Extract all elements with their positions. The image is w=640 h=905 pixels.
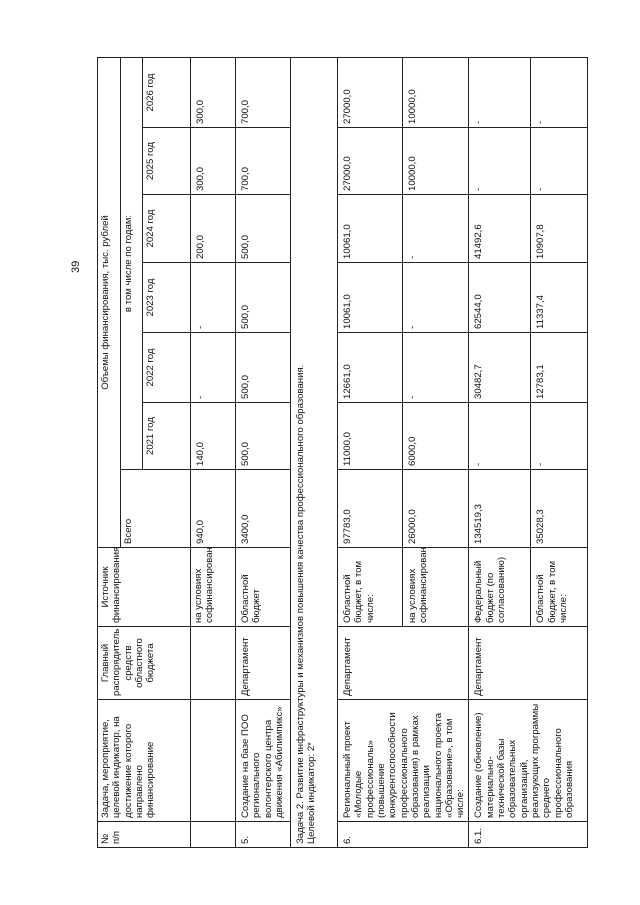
cell-task: Создание (обновление) материально-технич… [468, 699, 588, 822]
cell-value: - [468, 402, 531, 470]
cell-value: - [190, 262, 236, 333]
cell-value: 500,0 [235, 332, 291, 403]
cell-value: 27000,0 [337, 127, 403, 195]
cell-source: Федеральный бюджет (по согласованию) [468, 547, 531, 627]
header-year: 2022 год [142, 332, 191, 403]
cell-source: Областной бюджет, в том числе: [337, 547, 403, 627]
cell-value: 12783,1 [530, 332, 588, 403]
header-by-years: в том числе по годам: [120, 57, 143, 470]
page-number: 39 [70, 260, 82, 273]
cell-num: 6. [337, 821, 469, 848]
cell-value: 500,0 [235, 402, 291, 470]
header-year: 2026 год [142, 57, 191, 128]
cell-value: 30482,7 [468, 332, 531, 403]
cell-value: 10000,0 [402, 127, 469, 195]
cell-value: - [530, 127, 588, 195]
task-row: Задача 2. Развитие инфраструктуры и меха… [290, 57, 338, 848]
cell-value: - [468, 127, 531, 195]
cell-value: - [530, 402, 588, 470]
header-year: 2024 год [142, 194, 191, 263]
header-total: Всего [120, 469, 191, 548]
cell-value: 500,0 [235, 194, 291, 263]
cell-total: 940,0 [190, 469, 236, 548]
cell-value: 10061,0 [337, 262, 403, 333]
table-row: 6.1. Создание (обновление) материально-т… [468, 57, 588, 848]
header-year: 2023 год [142, 262, 191, 333]
cell-value: 140,0 [190, 402, 236, 470]
task-2-indicator: Целевой индикатор: 2* [306, 742, 318, 844]
cell-value: 41492,6 [468, 194, 531, 263]
cell-num: 5. [235, 821, 291, 848]
cell-task: Создание на базе ПОО регионального волон… [235, 699, 291, 822]
financing-table: № п/п Задача, мероприятие, целевой индик… [97, 57, 588, 848]
header-task: Задача, мероприятие, целевой индикатор, … [97, 699, 191, 822]
cell-manager: Департамент [468, 626, 588, 700]
cell-value: 12661,0 [337, 332, 403, 403]
cell-value: 11000,0 [337, 402, 403, 470]
header-volumes: Объемы финансирования, тыс. рублей [97, 57, 121, 548]
cell-value: 10000,0 [402, 57, 469, 128]
cell-value: 62544,0 [468, 262, 531, 333]
header-num: № п/п [97, 821, 191, 848]
header-year: 2025 год [142, 127, 191, 195]
table-row: 5. Создание на базе ПОО регионального во… [235, 57, 291, 848]
cell-value: 6000,0 [402, 402, 469, 470]
cell-value: - [530, 57, 588, 128]
cell-value: 700,0 [235, 57, 291, 128]
cell-source: на условиях софинансирования [402, 547, 469, 627]
cell-value: - [402, 194, 469, 263]
cell-value: - [468, 57, 531, 128]
cell-source: Областной бюджет, в том числе: [530, 547, 588, 627]
cell-value: 700,0 [235, 127, 291, 195]
cell-total: 134519,3 [468, 469, 531, 548]
cell-value: 10907,8 [530, 194, 588, 263]
cell-source: на условиях софинансирования [190, 547, 236, 627]
table-row: на условиях софинансирования 940,0 140,0… [190, 57, 236, 848]
cell-manager: Департамент [235, 626, 291, 700]
header-year: 2021 год [142, 402, 191, 470]
task-2-title: Задача 2. Развитие инфраструктуры и меха… [295, 364, 306, 844]
cell-value: 10061,0 [337, 194, 403, 263]
cell-task: Региональный проект «Молодые профессиона… [337, 699, 469, 822]
cell-value: 200,0 [190, 194, 236, 263]
cell-value: 500,0 [235, 262, 291, 333]
cell-task [190, 699, 236, 822]
table-row: 6. Региональный проект «Молодые професси… [337, 57, 469, 848]
header-source: Источник финансирования [97, 547, 191, 627]
cell-manager [190, 626, 236, 700]
cell-num [190, 821, 236, 848]
task-2-heading: Задача 2. Развитие инфраструктуры и меха… [290, 57, 338, 848]
cell-source: Областной бюджет [235, 547, 291, 627]
cell-total: 3400,0 [235, 469, 291, 548]
cell-value: - [402, 262, 469, 333]
cell-value: 11337,4 [530, 262, 588, 333]
cell-value: - [190, 332, 236, 403]
header-manager: Главный распорядитель средств областного… [97, 626, 191, 700]
cell-value: 300,0 [190, 57, 236, 128]
cell-total: 97783,0 [337, 469, 403, 548]
cell-total: 26000,0 [402, 469, 469, 548]
cell-value: 300,0 [190, 127, 236, 195]
cell-value: 27000,0 [337, 57, 403, 128]
cell-manager: Департамент [337, 626, 469, 700]
cell-value: - [402, 332, 469, 403]
cell-total: 35028,3 [530, 469, 588, 548]
cell-num: 6.1. [468, 821, 588, 848]
